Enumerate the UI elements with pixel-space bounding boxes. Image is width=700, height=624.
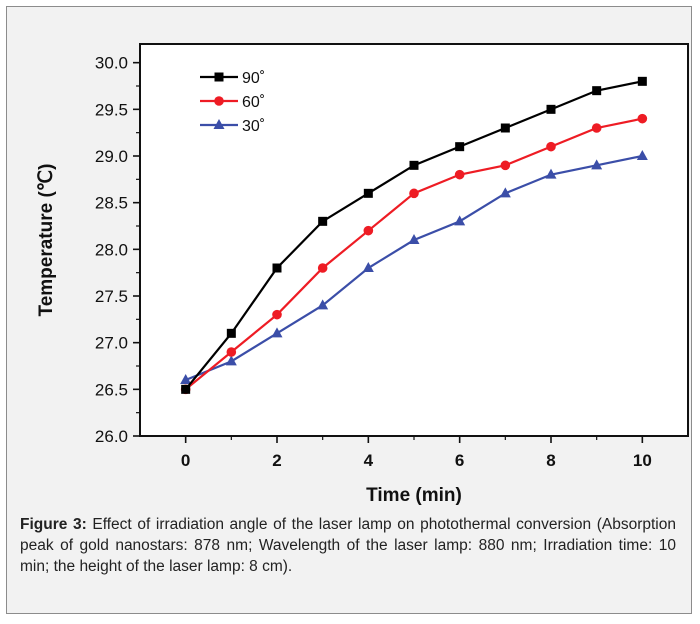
y-axis-title: Temperature (℃)	[36, 164, 57, 317]
data-point	[637, 113, 648, 124]
y-tick-label: 27.0	[95, 334, 128, 353]
y-tick-label: 29.5	[95, 100, 128, 119]
data-point	[363, 188, 373, 198]
legend-label: 60˚	[242, 94, 265, 111]
x-tick-label: 8	[546, 451, 555, 470]
data-point	[225, 355, 237, 366]
axes: 26.0 26.5 27.0 27.5 28.0 28.5 29.0 29.5 30.0 0 2 4 6…	[95, 43, 689, 470]
x-tick-label: 6	[455, 451, 464, 470]
data-point	[591, 123, 602, 133]
legend-label: 30˚	[242, 118, 265, 135]
figure-caption-text: Effect of irradiation angle of the laser…	[20, 516, 676, 575]
figure-caption: Figure 3: Effect of irradiation angle of…	[20, 514, 676, 577]
y-tick-label: 28.0	[95, 240, 128, 259]
data-point	[317, 299, 329, 310]
y-tick-label: 27.5	[95, 287, 128, 306]
legend-marker	[214, 96, 224, 106]
legend-marker	[214, 72, 224, 82]
data-point	[181, 384, 191, 394]
data-point	[546, 104, 556, 114]
data-point	[591, 159, 603, 170]
legend: 90˚ 60˚ 30˚	[200, 70, 265, 135]
y-tick-label: 28.5	[95, 194, 128, 213]
series-square	[181, 76, 647, 394]
legend-entry: 60˚	[200, 94, 265, 111]
data-point	[455, 142, 465, 152]
data-point	[363, 225, 374, 236]
figure-caption-label: Figure 3:	[20, 516, 87, 533]
x-tick-label: 4	[364, 451, 374, 470]
data-point	[272, 309, 282, 320]
data-point	[272, 263, 282, 273]
legend-entry: 90˚	[200, 70, 265, 87]
data-point	[409, 160, 419, 170]
y-tick-label: 29.0	[95, 147, 128, 166]
legend-label: 90˚	[242, 70, 265, 87]
data-point	[409, 188, 419, 199]
data-point	[499, 187, 511, 198]
x-axis-title: Time (min)	[366, 485, 462, 506]
data-point	[454, 215, 466, 226]
data-point	[318, 216, 328, 226]
data-point	[500, 123, 510, 133]
series-lines	[180, 76, 648, 395]
series-triangle	[180, 150, 648, 384]
data-point	[362, 262, 374, 272]
data-point	[637, 76, 647, 86]
data-point	[454, 169, 465, 180]
legend-entry: 30˚	[200, 118, 265, 135]
data-point	[500, 160, 511, 171]
data-point	[636, 150, 648, 160]
y-tick-label: 26.5	[95, 380, 128, 399]
data-point	[226, 328, 236, 338]
data-point	[546, 141, 556, 152]
data-point	[317, 263, 328, 273]
x-tick-label: 10	[633, 451, 652, 470]
data-point	[180, 374, 192, 384]
x-tick-label: 0	[181, 451, 190, 470]
y-tick-label: 30.0	[95, 54, 128, 73]
legend-marker	[213, 119, 225, 129]
data-point	[592, 86, 602, 96]
x-tick-label: 2	[272, 451, 281, 470]
data-point	[271, 327, 283, 338]
data-point	[408, 234, 420, 244]
data-point	[545, 168, 557, 179]
y-tick-label: 26.0	[95, 427, 128, 446]
data-point	[226, 347, 237, 357]
